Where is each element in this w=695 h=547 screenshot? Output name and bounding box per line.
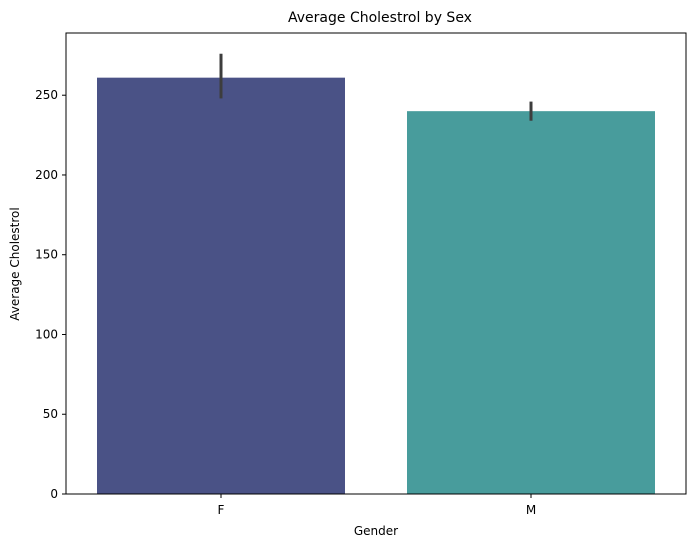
x-axis-label: Gender bbox=[354, 524, 398, 538]
y-tick-label-150: 150 bbox=[35, 248, 58, 262]
bar-m bbox=[407, 111, 655, 494]
chart-title: Average Cholestrol by Sex bbox=[288, 10, 472, 26]
y-tick-label-250: 250 bbox=[35, 88, 58, 102]
y-tick-label-200: 200 bbox=[35, 168, 58, 182]
y-axis-label: Average Cholestrol bbox=[8, 207, 22, 320]
y-tick-label-0: 0 bbox=[50, 487, 58, 501]
x-tick-label-f: F bbox=[218, 503, 225, 517]
y-tick-label-50: 50 bbox=[43, 407, 58, 421]
plot-frame bbox=[65, 32, 687, 495]
y-tick-label-100: 100 bbox=[35, 327, 58, 341]
plot-area: F M 0 50 100 150 200 250 bbox=[35, 32, 687, 517]
bar-f bbox=[97, 77, 345, 494]
x-tick-label-m: M bbox=[526, 503, 536, 517]
